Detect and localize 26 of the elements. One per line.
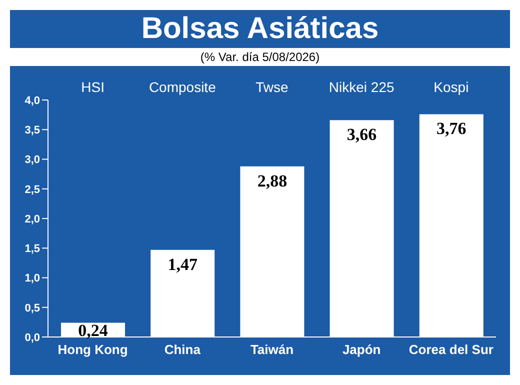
y-tick-label: 1,0 <box>24 272 40 285</box>
text: HSI <box>81 79 104 95</box>
data-label: 3,76 <box>436 119 466 138</box>
y-tick-label: 3,5 <box>24 124 40 137</box>
data-label: 0,24 <box>78 321 108 340</box>
text: Kospi <box>434 79 469 95</box>
text: Twse <box>256 79 289 95</box>
x-tick-label: Japón <box>342 342 381 358</box>
chart-subtitle: (% Var. día 5/08/2026) <box>10 48 510 66</box>
x-tick-label: Corea del Sur <box>408 342 494 358</box>
x-tick-label: Taiwán <box>250 342 294 358</box>
text: Nikkei 225 <box>328 79 394 95</box>
chart-title: Bolsas Asiáticas <box>140 11 380 47</box>
text: Composite <box>148 79 216 95</box>
y-tick-label: 2,0 <box>24 213 40 226</box>
y-tick-label: 3,0 <box>24 154 40 166</box>
data-label: 1,47 <box>168 254 198 274</box>
y-tick-label: 0,5 <box>24 302 40 314</box>
y-tick-label: 4,0 <box>24 94 40 107</box>
data-label: 3,66 <box>346 125 377 144</box>
data-label: 2,88 <box>257 171 288 190</box>
x-tick-label: Hong Kong <box>58 342 128 358</box>
y-tick-label: 1,5 <box>24 243 40 256</box>
y-tick-label: 0,0 <box>24 332 40 344</box>
y-tick-label: 2,5 <box>24 184 40 196</box>
x-tick-label: China <box>164 342 202 358</box>
